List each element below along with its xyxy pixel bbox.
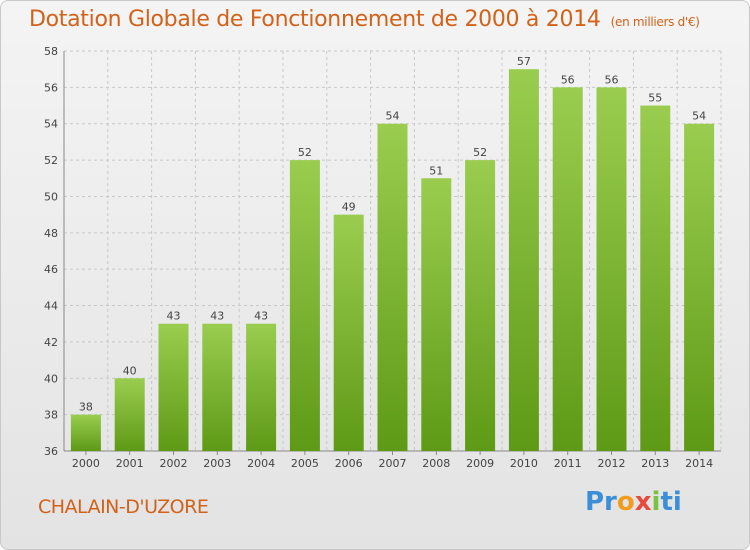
logo-part: o xyxy=(616,487,635,517)
x-tick-label: 2008 xyxy=(422,457,450,470)
chart-title: Dotation Globale de Fonctionnement de 20… xyxy=(29,7,700,32)
bar xyxy=(333,214,364,451)
bar xyxy=(421,178,452,452)
bar-value-label: 52 xyxy=(298,146,312,159)
unit-label: (en milliers d'€) xyxy=(610,15,700,29)
bar-value-label: 56 xyxy=(561,73,575,86)
bar-value-label: 43 xyxy=(210,310,224,323)
y-tick-label: 40 xyxy=(44,372,58,385)
bar-value-label: 43 xyxy=(167,310,181,323)
x-tick-label: 2002 xyxy=(160,457,188,470)
bar xyxy=(684,123,715,452)
y-tick-label: 38 xyxy=(44,409,58,422)
commune-name: CHALAIN-D'UZORE xyxy=(38,496,209,518)
y-tick-label: 46 xyxy=(44,263,58,276)
x-tick-label: 2005 xyxy=(291,457,319,470)
bar xyxy=(508,69,539,451)
x-tick-label: 2013 xyxy=(641,457,669,470)
logo-part: x xyxy=(634,487,652,517)
x-tick-label: 2011 xyxy=(554,457,582,470)
logo-part: ti xyxy=(660,487,682,517)
x-tick-label: 2007 xyxy=(379,457,407,470)
bar xyxy=(640,105,671,451)
logo-part: Pr xyxy=(585,487,617,517)
x-tick-label: 2010 xyxy=(510,457,538,470)
title-text: Dotation Globale de Fonctionnement de 20… xyxy=(29,7,601,32)
logo-part: i xyxy=(651,487,661,517)
bar-value-label: 51 xyxy=(429,164,443,177)
x-tick-label: 2006 xyxy=(335,457,363,470)
bar-layer xyxy=(70,69,715,452)
bar xyxy=(377,123,408,452)
bar-value-label: 52 xyxy=(473,146,487,159)
x-tick-label: 2009 xyxy=(466,457,494,470)
y-tick-label: 36 xyxy=(44,445,58,458)
bar-value-label: 54 xyxy=(386,110,400,123)
bar-value-label: 57 xyxy=(517,55,531,68)
y-tick-label: 58 xyxy=(44,45,58,58)
label-layer: 38 40 43 43 43 52 49 54 51 52 57 56 56 55 54 xyxy=(79,55,706,413)
bar-value-label: 49 xyxy=(342,201,356,214)
bar-value-label: 40 xyxy=(123,364,137,377)
y-tick-label: 42 xyxy=(44,336,58,349)
bar xyxy=(114,378,145,451)
x-tick-label: 2004 xyxy=(247,457,275,470)
y-tick-label: 44 xyxy=(44,300,58,313)
y-tick-label: 56 xyxy=(44,81,58,94)
y-tick-label: 50 xyxy=(44,190,58,203)
bar xyxy=(70,414,101,451)
bar xyxy=(246,323,277,451)
x-tick-label: 2000 xyxy=(72,457,100,470)
y-tick-label: 52 xyxy=(44,154,58,167)
bar-value-label: 54 xyxy=(692,110,706,123)
x-tick-label: 2001 xyxy=(116,457,144,470)
proxiti-logo: Proxiti xyxy=(585,487,682,517)
x-tick-label: 2014 xyxy=(685,457,713,470)
x-tick-label: 2012 xyxy=(598,457,626,470)
bar xyxy=(465,160,496,451)
bar-value-label: 38 xyxy=(79,401,93,414)
x-tick-label: 2003 xyxy=(203,457,231,470)
bar xyxy=(552,87,583,451)
y-tick-label: 48 xyxy=(44,227,58,240)
bar-chart: 36 38 40 42 44 46 48 50 52 54 56 58 2000 2001 2002 2003… xyxy=(44,45,722,470)
bar xyxy=(596,87,627,451)
bar-value-label: 55 xyxy=(648,92,662,105)
bar xyxy=(158,323,189,451)
bar xyxy=(289,160,320,451)
bar xyxy=(202,323,233,451)
bar-value-label: 56 xyxy=(605,73,619,86)
y-tick-label: 54 xyxy=(44,118,58,131)
bar-value-label: 43 xyxy=(254,310,268,323)
